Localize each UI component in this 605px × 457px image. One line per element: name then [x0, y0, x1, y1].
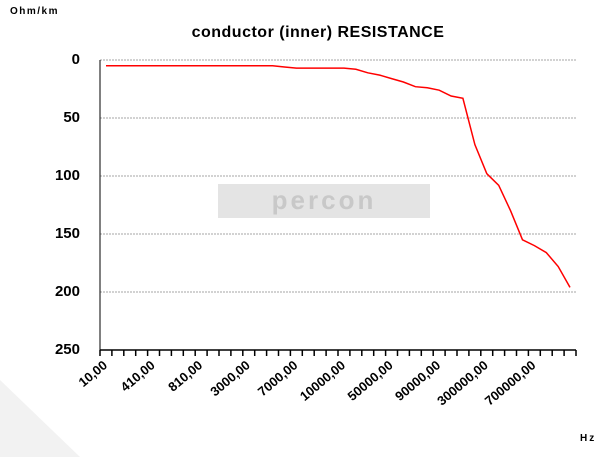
- x-tick-label: 10000,00: [297, 357, 348, 403]
- y-axis-label: Ohm/km: [10, 6, 59, 17]
- y-tick-label: 0: [72, 51, 80, 68]
- x-tick-label: 700000,00: [482, 357, 539, 408]
- watermark: percon: [272, 185, 377, 215]
- corner-decoration: [0, 380, 80, 457]
- chart-title: conductor (inner) RESISTANCE: [192, 24, 445, 41]
- x-tick-label: 300000,00: [434, 357, 491, 408]
- x-tick-label: 3000,00: [207, 357, 253, 399]
- x-tick-label: 7000,00: [255, 357, 301, 399]
- y-tick-label: 150: [55, 225, 80, 242]
- watermark-box: [218, 184, 430, 218]
- x-tick-label: 810,00: [165, 357, 205, 394]
- y-tick-label: 250: [55, 341, 80, 358]
- data-line: [106, 65, 571, 288]
- x-tick-label: 410,00: [118, 357, 158, 394]
- y-tick-label: 200: [55, 283, 80, 300]
- y-tick-label: 100: [55, 167, 80, 184]
- y-tick-label: 50: [63, 109, 80, 126]
- x-axis-label: Hz: [580, 433, 596, 444]
- x-tick-label: 10,00: [76, 357, 111, 389]
- x-tick-label: 50000,00: [345, 357, 396, 403]
